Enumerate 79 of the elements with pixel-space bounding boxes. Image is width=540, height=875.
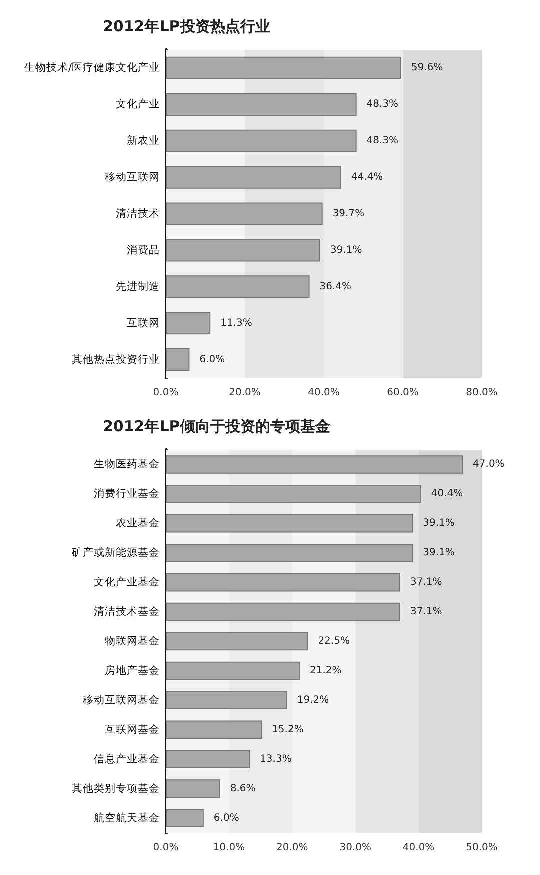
x-tick-label: 40.0%: [308, 388, 340, 398]
bar: [166, 456, 464, 474]
data-label: 15.2%: [272, 724, 304, 736]
data-label: 39.7%: [332, 208, 365, 220]
x-tick-label: 10.0%: [213, 842, 246, 854]
data-label: 48.3%: [366, 136, 399, 147]
bar: [166, 720, 262, 740]
x-tick-label: 40.0%: [402, 842, 435, 854]
data-label: 40.4%: [431, 488, 464, 500]
y-tick-label: 生物技术/医疗健康文化产业: [24, 61, 160, 74]
y-tick-label: 航空航天基金: [94, 811, 160, 824]
data-label: 21.2%: [310, 665, 342, 676]
bar: [166, 632, 308, 651]
y-tick-label: 其他热点投资行业: [72, 352, 160, 366]
data-label: 37.1%: [410, 577, 442, 588]
x-tick-label: 30.0%: [340, 842, 372, 854]
x-tick-label: 0.0%: [153, 842, 179, 854]
y-tick-label: 清洁技术基金: [94, 605, 160, 618]
bar: [166, 780, 220, 798]
data-label: 47.0%: [473, 459, 505, 470]
data-label: 39.1%: [423, 548, 455, 559]
data-label: 39.1%: [330, 244, 362, 256]
y-tick-label: 消费品: [127, 243, 160, 256]
chart-title: 2012年LP投资热点行业: [103, 18, 270, 36]
data-label: 22.5%: [318, 636, 350, 647]
x-tick-label: 0.0%: [153, 388, 179, 398]
data-label: 19.2%: [297, 694, 330, 706]
bar: [166, 312, 211, 335]
y-tick-label: 生物医药基金: [94, 458, 160, 471]
y-tick-label: 农业基金: [116, 516, 160, 530]
y-tick-label: 移动互联网: [105, 172, 160, 184]
data-label: 37.1%: [410, 606, 442, 618]
x-tick-label: 60.0%: [387, 388, 419, 398]
bar: [166, 750, 250, 768]
bar: [166, 56, 402, 80]
bar: [166, 544, 414, 562]
y-tick-label: 互联网基金: [105, 722, 160, 736]
data-label: 6.0%: [214, 812, 240, 824]
y-tick-label: 先进制造: [116, 280, 160, 293]
y-tick-label: 消费行业基金: [94, 487, 160, 500]
x-tick-label: 50.0%: [466, 842, 498, 854]
bar: [166, 348, 190, 372]
y-tick-label: 信息产业基金: [94, 752, 160, 766]
bar: [166, 239, 320, 262]
y-tick-label: 其他类别专项基金: [72, 782, 160, 795]
x-tick-label: 80.0%: [466, 388, 498, 398]
data-label: 13.3%: [260, 754, 292, 765]
data-label: 48.3%: [366, 99, 399, 110]
bar: [166, 602, 400, 622]
chart-title: 2012年LP倾向于投资的专项基金: [103, 418, 330, 436]
bar: [166, 202, 323, 226]
y-tick-label: 房地产基金: [105, 664, 160, 677]
y-tick-label: 新农业: [127, 134, 160, 148]
data-label: 44.4%: [351, 172, 384, 184]
data-label: 11.3%: [220, 318, 252, 329]
data-label: 6.0%: [200, 354, 226, 366]
y-tick-label: 互联网: [127, 317, 160, 330]
y-tick-label: 矿产或新能源基金: [71, 546, 160, 560]
x-tick-label: 20.0%: [229, 388, 261, 398]
bar: [166, 93, 357, 116]
data-label: 39.1%: [423, 518, 455, 530]
y-tick-label: 物联网基金: [105, 634, 160, 648]
bar: [166, 662, 300, 680]
bar: [166, 809, 204, 828]
bar: [166, 573, 400, 592]
x-tick-label: 20.0%: [276, 842, 308, 854]
y-tick-label: 移动互联网基金: [83, 693, 160, 706]
data-label: 59.6%: [411, 62, 444, 74]
y-tick-label: 文化产业: [116, 98, 160, 111]
y-tick-label: 清洁技术: [116, 207, 160, 220]
bar: [166, 485, 422, 504]
y-tick-label: 文化产业基金: [94, 576, 160, 589]
data-label: 8.6%: [230, 783, 256, 794]
bar: [166, 691, 288, 710]
bar: [166, 276, 310, 298]
bar: [166, 166, 342, 189]
bar: [166, 130, 357, 152]
bar: [166, 514, 414, 533]
data-label: 36.4%: [320, 281, 352, 292]
